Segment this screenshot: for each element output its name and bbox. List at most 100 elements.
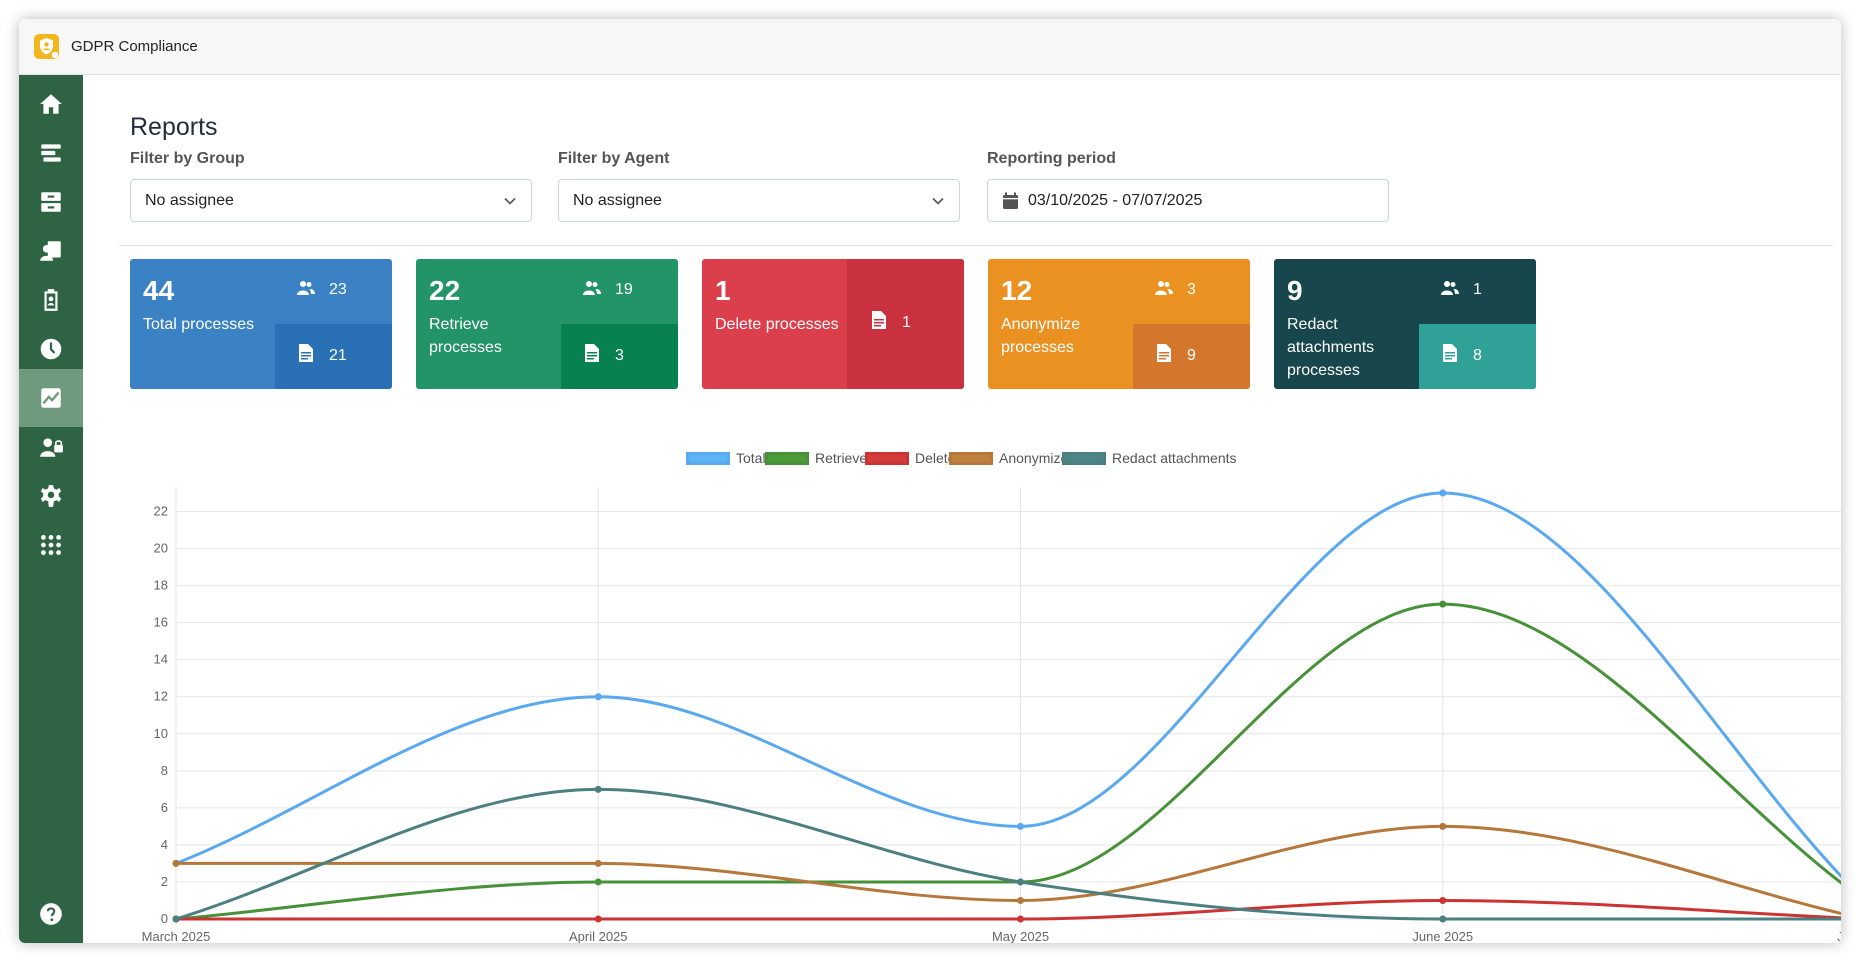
card-users-count: 3 [1187, 281, 1196, 298]
home-icon [40, 94, 62, 114]
legend-label: Anonymize [999, 450, 1069, 466]
legend-item[interactable]: Redact attachments [1062, 449, 1237, 467]
card-label: Anonymize processes [1001, 316, 1081, 356]
gdpr-logo-icon [34, 34, 59, 59]
users-icon [297, 281, 315, 295]
series-line [175, 898, 1841, 921]
chart-legend: Totals Retrieve Delete Anonymize Redact atta… [83, 449, 1841, 469]
card-label: Delete processes [715, 316, 839, 333]
card-users-count: 23 [329, 281, 347, 298]
reporting-period-label: Reporting period [987, 150, 1116, 167]
series-line [175, 602, 1841, 921]
agent-select[interactable]: No assignee [558, 179, 960, 222]
group-select[interactable]: No assignee [130, 179, 532, 222]
card-side-panel [275, 324, 392, 389]
legend-swatch [1062, 451, 1106, 465]
data-point [172, 859, 180, 867]
data-point [594, 859, 602, 867]
sidebar-item-home[interactable] [19, 75, 83, 133]
legend-item[interactable]: Anonymize [949, 449, 1068, 467]
sidebar-item-user-card[interactable] [19, 222, 83, 280]
chart-icon [41, 388, 61, 408]
y-tick-label: 20 [154, 541, 168, 556]
y-tick-label: 10 [154, 726, 168, 741]
data-point [1439, 915, 1447, 923]
data-point [1017, 915, 1024, 923]
title-bar: GDPR Compliance [19, 19, 1841, 75]
users-icon [1155, 281, 1173, 295]
legend-label: Totals [736, 450, 773, 466]
sidebar-item-settings[interactable] [19, 467, 83, 525]
summary-card: 12 Anonymize processes 3 9 [988, 259, 1250, 389]
legend-label: Delete [915, 450, 956, 466]
user-lock-icon [40, 438, 63, 457]
data-point [1439, 600, 1447, 608]
y-tick-label: 18 [154, 578, 168, 593]
data-point [1439, 489, 1447, 497]
clipboard-user-icon [44, 289, 58, 311]
document-icon [872, 311, 886, 329]
data-point [1439, 896, 1447, 904]
data-point [1017, 822, 1024, 830]
card-side-panel [561, 324, 678, 389]
legend-item[interactable]: Retrieve [765, 449, 867, 467]
card-side-panel [1133, 324, 1250, 389]
page-title: Reports [130, 113, 218, 141]
card-users-count: 1 [1473, 281, 1482, 298]
sidebar-item-reports[interactable] [19, 369, 83, 427]
data-point [172, 915, 180, 923]
summary-card: 22 Retrieve processes 19 3 [416, 259, 678, 389]
legend-item[interactable]: Delete [865, 449, 955, 467]
data-point [594, 915, 602, 923]
document-icon [1157, 344, 1171, 362]
date-range-value: 03/10/2025 - 07/07/2025 [1028, 192, 1203, 209]
sidebar-item-list[interactable] [19, 124, 83, 182]
y-tick-label: 22 [154, 504, 168, 519]
card-docs-count: 1 [902, 314, 911, 331]
summary-card: 9 Redact attachments processes 1 8 [1274, 259, 1536, 389]
x-tick-label: June 2025 [1412, 929, 1473, 943]
legend-swatch [686, 451, 730, 465]
inbox-icon [41, 192, 61, 212]
sidebar-item-apps[interactable] [19, 516, 83, 574]
data-point [1439, 822, 1447, 830]
card-count: 9 [1287, 275, 1303, 306]
sidebar-item-user-lock[interactable] [19, 418, 83, 476]
card-count: 1 [715, 275, 731, 306]
app-title: GDPR Compliance [71, 38, 198, 55]
gear-icon [40, 485, 62, 507]
card-side-panel [1419, 324, 1536, 389]
sidebar-item-inbox[interactable] [19, 173, 83, 231]
card-side-panel [847, 259, 964, 389]
x-tick-label: April 2025 [569, 929, 628, 943]
grid-icon [41, 535, 61, 555]
y-tick-label: 0 [161, 911, 168, 926]
help-icon [40, 903, 62, 925]
y-tick-label: 2 [161, 874, 168, 889]
card-docs-count: 21 [329, 347, 347, 364]
divider [119, 245, 1833, 246]
x-tick-label: May 2025 [992, 929, 1049, 943]
data-point [594, 878, 602, 886]
users-icon [1441, 281, 1459, 295]
sidebar-item-clipboard[interactable] [19, 271, 83, 329]
card-label: Redact attachments processes [1287, 316, 1375, 379]
group-select-value: No assignee [145, 192, 234, 209]
series-line [175, 491, 1841, 879]
y-tick-label: 8 [161, 763, 168, 778]
card-docs-count: 3 [615, 347, 624, 364]
chevron-down-icon [504, 197, 516, 205]
sidebar-item-history[interactable] [19, 320, 83, 378]
date-range-input[interactable]: 03/10/2025 - 07/07/2025 [987, 179, 1389, 222]
sidebar-item-help[interactable] [19, 885, 83, 943]
card-count: 44 [143, 275, 175, 306]
document-icon [1443, 344, 1457, 362]
legend-item[interactable]: Totals [686, 449, 773, 467]
summary-card: 44 Total processes 23 21 [130, 259, 392, 389]
x-tick-label: March 2025 [142, 929, 211, 943]
legend-swatch [865, 451, 909, 465]
card-users-count: 19 [615, 281, 633, 298]
x-tick-label: July 2025 [1837, 929, 1841, 943]
filter-agent-label: Filter by Agent [558, 150, 670, 167]
agent-select-value: No assignee [573, 192, 662, 209]
